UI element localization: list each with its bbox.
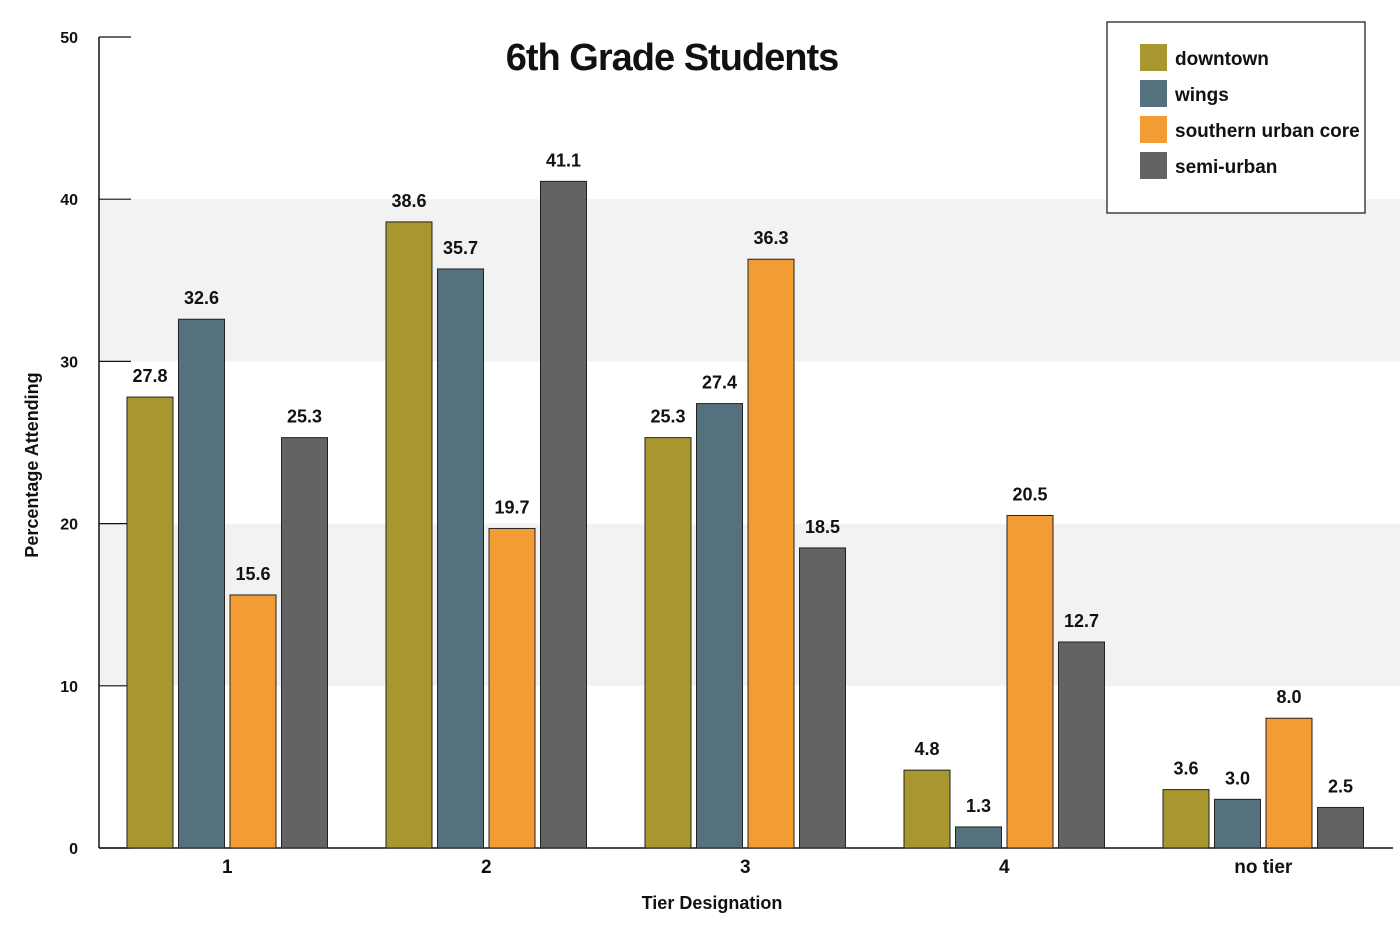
bar-semi-urban-2 (540, 180, 587, 849)
data-label: 3.0 (1225, 768, 1250, 788)
legend-label: semi-urban (1175, 157, 1277, 178)
x-tick-label: 4 (999, 857, 1010, 878)
bar-southern-urban-core-2 (488, 527, 536, 849)
data-label: 1.3 (966, 796, 991, 816)
data-label: 36.3 (753, 228, 788, 248)
data-label: 3.6 (1173, 759, 1198, 779)
bar-wings-3 (696, 403, 743, 849)
x-tick-label: no tier (1234, 857, 1293, 878)
y-tick-label: 20 (60, 517, 78, 534)
data-label: 4.8 (914, 739, 939, 759)
x-axis-title: Tier Designation (642, 893, 783, 913)
bar-wings-no-tier (1214, 798, 1261, 849)
legend-swatch (1140, 152, 1167, 179)
data-label: 20.5 (1012, 484, 1047, 504)
y-ticks: 0 10 20 30 40 50 (60, 30, 131, 858)
data-label: 12.7 (1064, 611, 1099, 631)
bar-southern-urban-core-4 (1006, 514, 1054, 849)
data-label: 18.5 (805, 517, 840, 537)
legend-swatch (1140, 44, 1167, 71)
bar-downtown-4 (903, 769, 951, 849)
data-label: 41.1 (546, 150, 581, 170)
chart-title: 6th Grade Students (506, 37, 839, 79)
y-tick-label: 10 (60, 679, 78, 696)
y-tick-label: 30 (60, 354, 78, 371)
bar-semi-urban-4 (1058, 641, 1105, 849)
bar-downtown-no-tier (1162, 789, 1210, 849)
data-label: 38.6 (391, 191, 426, 211)
data-label: 32.6 (184, 288, 219, 308)
bar-downtown-3 (644, 437, 692, 849)
data-label: 27.4 (702, 373, 737, 393)
bar-downtown-1 (126, 396, 174, 849)
data-label: 25.3 (650, 407, 685, 427)
data-label: 27.8 (132, 366, 167, 386)
bar-southern-urban-core-no-tier (1265, 717, 1313, 849)
x-tick-label: 3 (740, 857, 751, 878)
data-label: 15.6 (235, 564, 270, 584)
bar-downtown-2 (385, 221, 433, 849)
data-label: 25.3 (287, 407, 322, 427)
x-tick-label: 2 (481, 857, 492, 878)
data-labels: 27.8 32.6 15.6 25.3 38.6 35.7 19.7 41.1 25.3 27.4… (132, 150, 1353, 816)
data-label: 19.7 (494, 497, 529, 517)
bar-southern-urban-core-3 (747, 258, 795, 849)
legend-label: southern urban core (1175, 121, 1360, 142)
y-tick-label: 40 (60, 192, 78, 209)
bar-semi-urban-no-tier (1317, 806, 1364, 849)
legend-label: wings (1174, 85, 1229, 106)
y-axis-title: Percentage Attending (22, 372, 42, 557)
legend-label: downtown (1175, 49, 1269, 70)
x-tick-label: 1 (222, 857, 233, 878)
bar-semi-urban-3 (799, 547, 846, 849)
legend: downtown wings southern urban core semi-urb… (1106, 21, 1366, 214)
data-label: 8.0 (1276, 687, 1301, 707)
x-tick-labels: 1 2 3 4 no tier (222, 857, 1293, 878)
y-tick-label: 50 (60, 30, 78, 47)
bar-southern-urban-core-1 (229, 594, 277, 849)
data-label: 2.5 (1328, 776, 1353, 796)
legend-swatch (1140, 80, 1167, 107)
data-label: 35.7 (443, 238, 478, 258)
bar-wings-2 (437, 268, 484, 849)
y-tick-label: 0 (69, 841, 78, 858)
bar-wings-4 (955, 826, 1002, 849)
bars (126, 180, 1364, 849)
bar-semi-urban-1 (281, 437, 328, 849)
bar-wings-1 (178, 318, 225, 849)
legend-swatch (1140, 116, 1167, 143)
